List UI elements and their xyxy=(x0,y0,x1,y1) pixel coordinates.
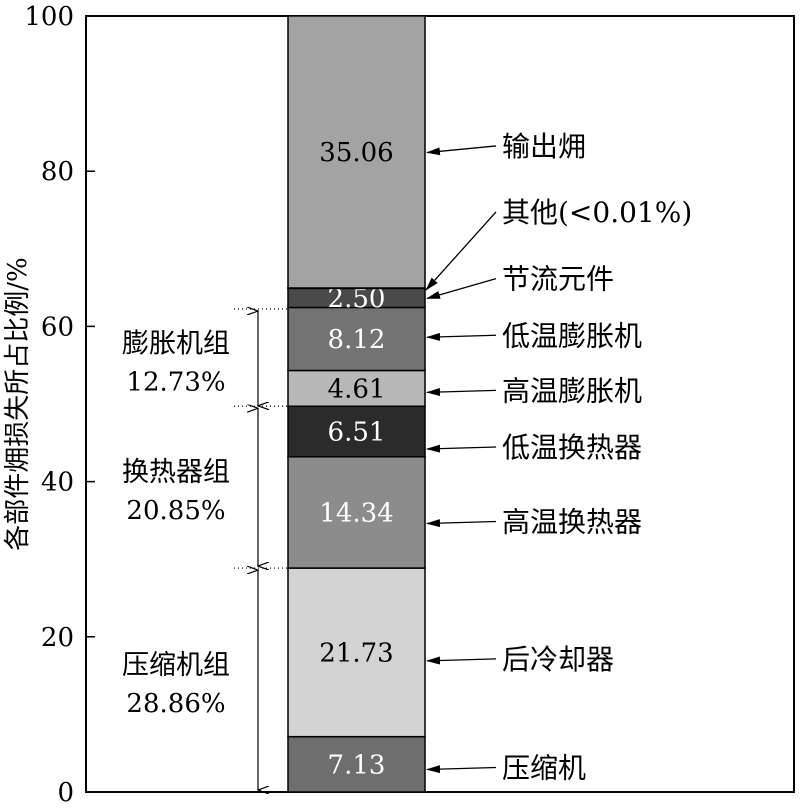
annotation-label: 高温换热器 xyxy=(502,506,642,539)
annotation-label: 低温换热器 xyxy=(502,431,642,464)
y-axis-label: 各部件㶲损失所占比例/% xyxy=(3,257,33,550)
plot-frame xyxy=(85,15,795,793)
annotation-arrow xyxy=(426,277,497,300)
group-name: 压缩机组 xyxy=(122,650,230,681)
annotation-label: 节流元件 xyxy=(502,263,614,296)
annotation-arrow xyxy=(426,332,497,341)
segment-value-label: 8.12 xyxy=(328,325,386,355)
annotation-label: 低温膨胀机 xyxy=(502,319,642,352)
segment-value-label: 6.51 xyxy=(328,418,386,448)
bar-segment xyxy=(287,306,426,372)
group-percent: 20.85% xyxy=(126,496,225,526)
y-tick-label: 20 xyxy=(41,623,74,653)
annotation-arrow xyxy=(426,765,497,774)
annotation-arrow xyxy=(426,519,497,528)
bar-segment xyxy=(287,405,426,458)
annotation-arrow xyxy=(426,387,497,396)
segment-value-label: 14.34 xyxy=(319,498,393,528)
bar-segment xyxy=(287,369,426,408)
y-tick-label: 40 xyxy=(41,468,74,498)
group-name: 膨胀机组 xyxy=(122,328,230,359)
bar-segment xyxy=(287,15,426,289)
annotation-label: 其他(<0.01%) xyxy=(502,196,692,229)
annotation-arrow xyxy=(426,145,497,156)
y-tick-label: 80 xyxy=(41,157,74,187)
annotation-arrow xyxy=(426,656,497,665)
y-axis: 0 20 40 60 80 100 xyxy=(24,2,95,808)
group-brackets: 膨胀机组 12.73% 换热器组 20.85% 压缩机组 28.86% xyxy=(122,309,288,792)
y-tick-label: 0 xyxy=(57,778,74,808)
group-percent: 12.73% xyxy=(126,367,225,397)
annotation-label: 压缩机 xyxy=(502,751,586,784)
y-tick-label: 60 xyxy=(41,312,74,342)
segment-value-label: 21.73 xyxy=(319,638,393,668)
bar-segment xyxy=(287,456,426,569)
segment-value-label: 4.61 xyxy=(328,374,386,404)
segment-value-label: 35.06 xyxy=(319,138,393,168)
annotation-label: 后冷却器 xyxy=(502,643,614,676)
group-percent: 28.86% xyxy=(126,689,225,719)
segment-value-label: 7.13 xyxy=(328,750,386,780)
group-name: 换热器组 xyxy=(122,457,230,488)
annotation-label: 高温膨胀机 xyxy=(502,374,642,407)
annotation-label: 输出㶲 xyxy=(502,130,586,163)
annotation-arrow xyxy=(426,444,497,453)
y-tick-label: 100 xyxy=(24,2,74,32)
annotation-arrow xyxy=(425,211,497,291)
bar-segment xyxy=(287,567,426,738)
